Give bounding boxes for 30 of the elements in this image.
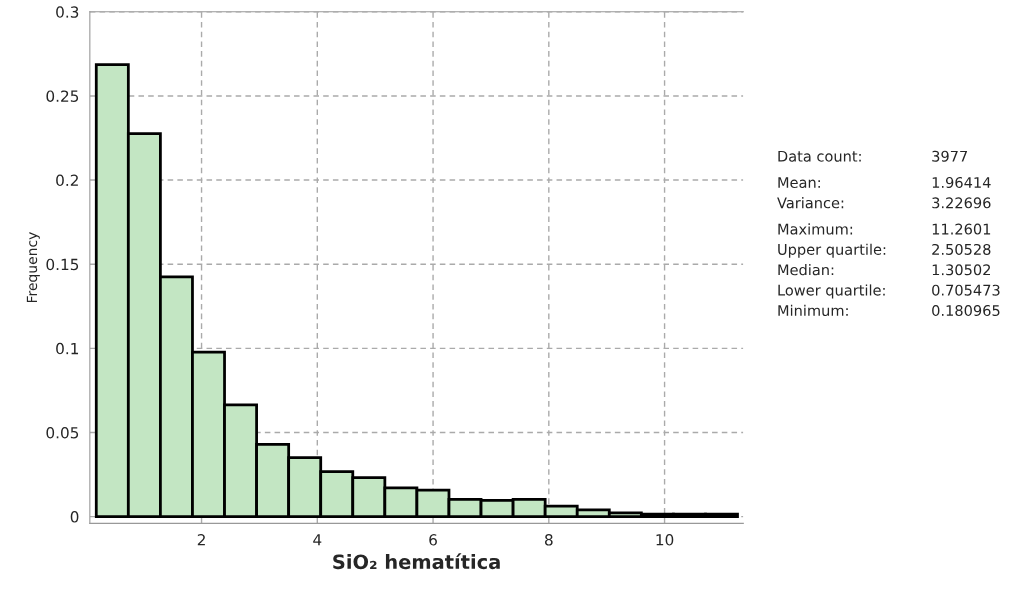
text: Minimum: [778, 304, 848, 317]
y-tick-label: 0.15 [46, 258, 79, 271]
text: Mean: [778, 177, 820, 188]
text: 2.50528 [932, 243, 991, 255]
text: 3.22696 [932, 197, 991, 209]
text: 1.96414 [932, 176, 991, 188]
text: Median: [778, 264, 834, 276]
y-tick-label: 0.2 [56, 174, 78, 187]
y-tick-label: 0.3 [56, 6, 79, 18]
text: 0.705473 [932, 284, 1000, 296]
text: 11.2601 [932, 223, 991, 235]
x-tick-label: 2 [197, 534, 205, 546]
text: Data count: [778, 150, 861, 162]
y-tick-label: 0 [70, 511, 79, 523]
y-tick-label: 0.25 [46, 90, 79, 102]
text: 3977 [932, 150, 968, 162]
text: Maximum: [778, 223, 853, 235]
text: Lower quartile: [778, 284, 885, 299]
x-tick-label: 6 [429, 534, 437, 546]
y-tick-label: 0.05 [46, 426, 79, 439]
text: Variance: [777, 197, 844, 209]
x-tick-label: 4 [313, 534, 322, 546]
text: Upper quartile: [778, 243, 886, 258]
text: 1.30502 [932, 264, 990, 276]
x-tick-label: 8 [544, 534, 553, 546]
x-axis-title: SiO₂ hematítica [333, 553, 500, 570]
x-tick-label: 10 [656, 534, 674, 546]
y-tick-label: 0.1 [56, 342, 79, 355]
text: 0.180965 [932, 304, 1000, 317]
y-axis-title: Frequency [26, 232, 40, 303]
